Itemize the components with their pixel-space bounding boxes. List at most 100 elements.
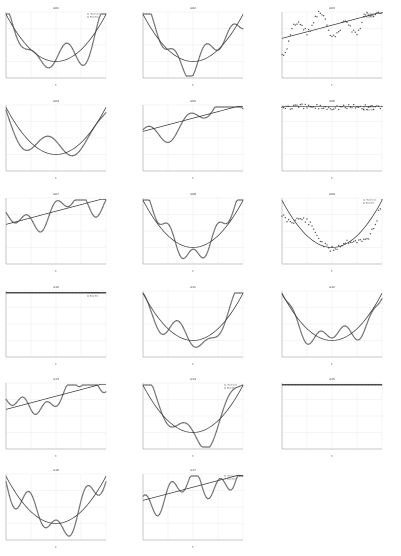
chart-svg: A15 t [281, 377, 383, 458]
observed-point [18, 292, 20, 294]
observed-point [159, 223, 161, 225]
observed-point [8, 13, 10, 15]
axis [281, 291, 382, 358]
baseline-series [281, 200, 383, 248]
observed-point [65, 205, 67, 207]
observed-point [294, 219, 297, 221]
observed-point [88, 207, 90, 209]
observed-point [205, 497, 207, 498]
observed-point [361, 108, 363, 110]
observed-point [229, 489, 231, 491]
observed-point [48, 214, 50, 216]
observed-point [288, 384, 290, 386]
observed-point [371, 311, 373, 313]
observed-point [209, 245, 211, 247]
observed-point [42, 524, 44, 526]
observed-point [304, 103, 307, 106]
observed-point [35, 506, 37, 508]
observed-point [12, 24, 14, 25]
observed-point [348, 384, 350, 386]
observed-point [152, 18, 154, 20]
observed-point [311, 24, 313, 26]
observed-point [299, 103, 302, 106]
observed-point [169, 48, 171, 50]
observed-point [182, 326, 184, 328]
observed-point [321, 107, 323, 110]
observed-point [304, 384, 306, 386]
observed-point [225, 35, 227, 37]
observed-point [316, 103, 318, 106]
chart-panel-a05: A05 t [142, 97, 253, 183]
observed-point [225, 485, 227, 487]
observed-point [357, 29, 360, 31]
observed-point [68, 535, 70, 537]
chart-title: A01 [53, 6, 59, 10]
observed-point [175, 133, 177, 135]
observed-point [58, 292, 60, 294]
observed-point [78, 386, 80, 388]
observed-point [42, 62, 44, 64]
observed-point [324, 18, 327, 20]
observed-point [351, 384, 353, 386]
observed-point [337, 244, 340, 247]
observed-point [32, 221, 34, 223]
observed-point [331, 337, 333, 339]
observed-point [175, 245, 177, 246]
observed-point [212, 109, 214, 111]
observed-point [331, 245, 333, 248]
observed-point [281, 215, 283, 217]
observed-point [28, 49, 30, 51]
observed-point [52, 404, 54, 406]
observed-point [209, 114, 211, 116]
observed-point [62, 148, 64, 150]
observed-point [58, 144, 60, 146]
observed-point [235, 478, 237, 480]
observed-point [38, 231, 40, 233]
observed-point [288, 302, 290, 304]
observed-point [82, 146, 84, 148]
observed-point [215, 49, 217, 51]
observed-point [199, 443, 201, 445]
observed-point [235, 200, 237, 202]
observed-point [82, 384, 84, 386]
observed-point [324, 242, 327, 245]
observed-point [317, 237, 320, 240]
observed-point [369, 15, 372, 17]
observed-point [232, 211, 234, 213]
observed-point [377, 209, 380, 212]
observed-point [189, 75, 191, 77]
observed-point [22, 47, 24, 48]
observed-point [165, 332, 167, 334]
observed-point [301, 218, 303, 221]
observed-point [281, 384, 283, 386]
observed-point [347, 104, 350, 106]
observed-point [371, 384, 373, 386]
observed-point [22, 498, 24, 500]
axis [5, 383, 106, 450]
observed-point [349, 241, 352, 243]
observed-point [48, 292, 50, 294]
observed-point [45, 66, 47, 68]
observed-point [324, 332, 326, 334]
observed-point [75, 153, 77, 155]
observed-point [366, 11, 368, 14]
observed-point [179, 254, 181, 256]
observed-point [282, 54, 285, 56]
observed-point [368, 384, 370, 386]
observed-point [102, 115, 104, 117]
observed-point [179, 126, 181, 128]
observed-point [159, 135, 161, 137]
chart-panel-a09: A09 t Observed Baseline [281, 190, 392, 276]
observed-point [304, 221, 307, 223]
observed-point [354, 338, 356, 340]
x-axis-label: t [331, 83, 333, 87]
observed-point [292, 104, 295, 107]
observed-point [155, 219, 157, 221]
observed-point [219, 333, 221, 335]
observed-point [358, 384, 360, 386]
observed-point [98, 213, 100, 215]
observed-point [232, 389, 234, 391]
observed-point [55, 59, 57, 61]
observed-point [292, 23, 295, 26]
